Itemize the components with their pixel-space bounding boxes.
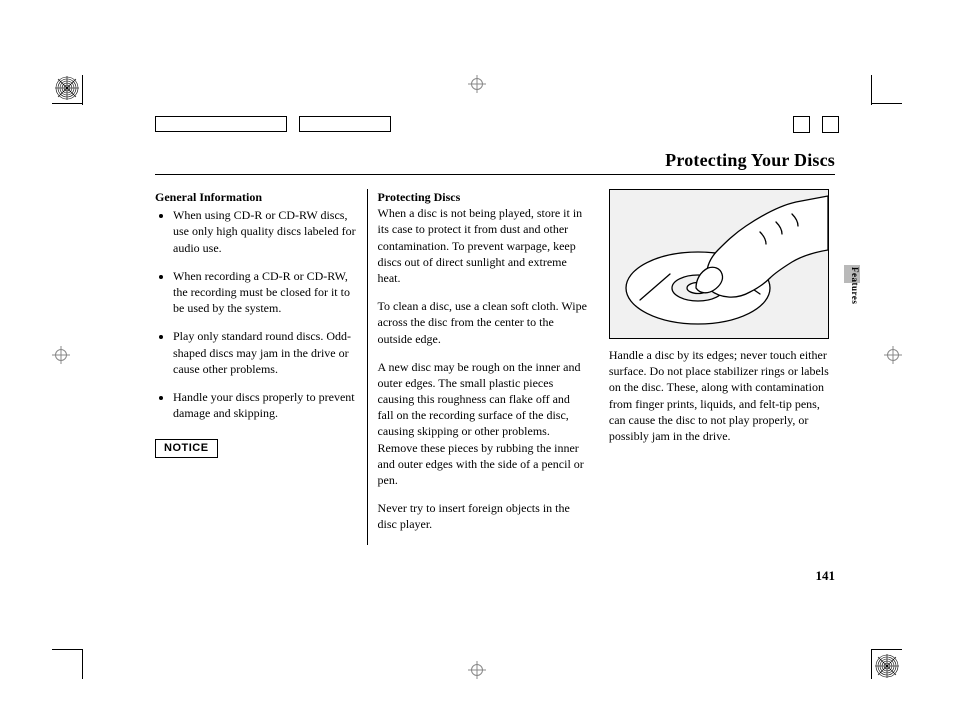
section-heading: General Information [155, 190, 262, 204]
section-heading: Protecting Discs [378, 190, 461, 204]
disc-handling-illustration [609, 189, 829, 339]
header-placeholder-boxes [793, 116, 839, 133]
crop-mark [872, 103, 902, 104]
column-illustration: Handle a disc by its edges; never touch … [599, 189, 835, 545]
bullet-item: When using CD-R or CD-RW discs, use only… [173, 207, 357, 256]
bullet-item: Handle your discs properly to prevent da… [173, 389, 357, 421]
crop-mark [52, 103, 82, 104]
page-title: Protecting Your Discs [155, 150, 835, 175]
paragraph: Never try to insert foreign objects in t… [378, 500, 589, 532]
page-number: 141 [816, 568, 836, 584]
registration-mark-icon [52, 346, 70, 364]
bullet-item: When recording a CD-R or CD-RW, the reco… [173, 268, 357, 317]
notice-badge: NOTICE [155, 439, 218, 458]
crop-mark [82, 649, 83, 679]
paragraph: A new disc may be rough on the inner and… [378, 359, 589, 489]
registration-mark-icon [468, 661, 486, 679]
header-placeholder-boxes [155, 116, 391, 132]
section-side-tab-label: Features [844, 267, 860, 304]
registration-rosette-icon [875, 654, 899, 678]
bullet-item: Play only standard round discs. Odd-shap… [173, 328, 357, 377]
registration-rosette-icon [55, 76, 79, 100]
crop-mark [52, 649, 82, 650]
column-general-information: General Information When using CD-R or C… [155, 189, 368, 545]
paragraph: To clean a disc, use a clean soft cloth.… [378, 298, 589, 347]
crop-mark [871, 649, 872, 679]
illustration-caption: Handle a disc by its edges; never touch … [609, 347, 835, 444]
crop-mark [871, 75, 872, 105]
registration-mark-icon [468, 75, 486, 93]
paragraph: When a disc is not being played, store i… [378, 205, 589, 286]
section-side-tab: Features [844, 265, 860, 325]
crop-mark [872, 649, 902, 650]
registration-mark-icon [884, 346, 902, 364]
crop-mark [82, 75, 83, 105]
column-protecting-discs: Protecting Discs When a disc is not bein… [368, 189, 599, 545]
